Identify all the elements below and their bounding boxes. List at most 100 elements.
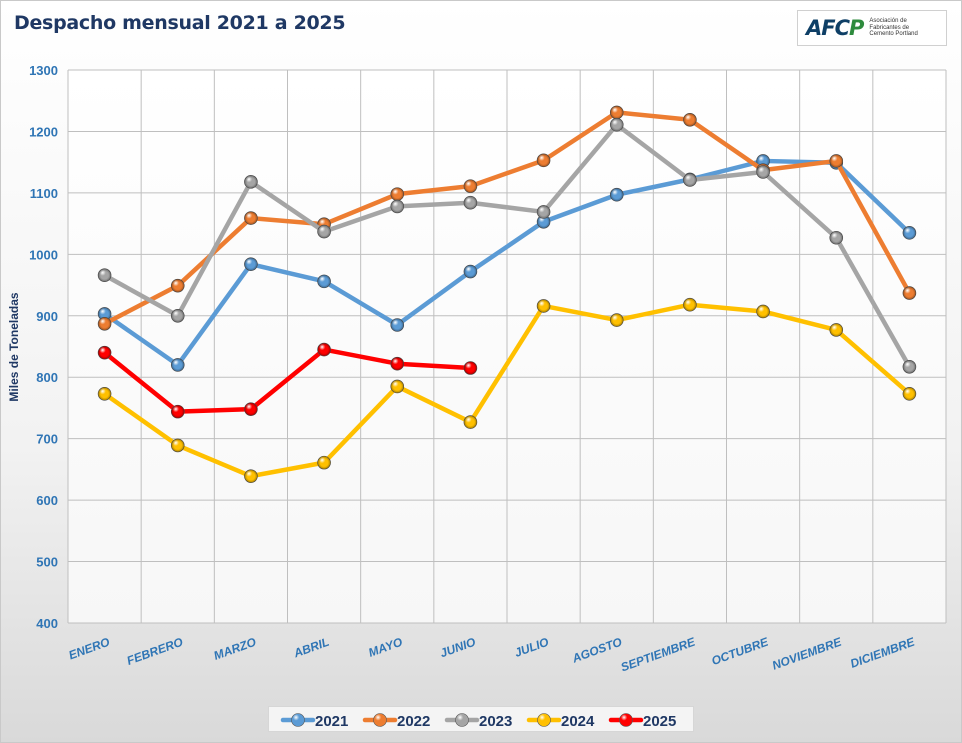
series-2023 (97, 117, 917, 374)
y-tick-label: 600 (36, 493, 58, 508)
x-tick-label: OCTUBRE (710, 634, 771, 668)
x-axis: ENERO FEBRERO MARZO ABRIL MAYO JUNIO JULIO AGOS… (67, 634, 918, 674)
data-point-shade (829, 231, 843, 245)
data-point-shade (390, 199, 404, 213)
data-point-shade (683, 113, 697, 127)
data-point-shade (683, 173, 697, 187)
data-point-shade (390, 318, 404, 332)
x-tick-label: JULIO (513, 634, 552, 659)
legend-label: 2023 (479, 713, 512, 730)
data-point-shade (390, 357, 404, 371)
data-point-shade (537, 299, 551, 313)
afcp-logo: AFCP Asociación de Fabricantes de Cement… (797, 10, 947, 46)
data-point-shade (683, 298, 697, 312)
data-point-shade (902, 360, 916, 374)
legend-label: 2022 (397, 713, 430, 730)
series-line-2025 (102, 347, 473, 414)
legend: 2021 2022 2023 2024 2025 (268, 706, 694, 732)
legend-item-2025: 2025 (608, 713, 676, 730)
y-tick-label: 1100 (30, 186, 58, 201)
x-tick-label: MAYO (366, 634, 404, 659)
data-point-shade (244, 257, 258, 271)
legend-label: 2021 (315, 713, 348, 730)
y-tick-label: 1000 (29, 247, 58, 262)
data-point-shade (98, 317, 112, 331)
data-point-shade (171, 438, 185, 452)
data-point-shade (537, 215, 551, 229)
data-point-shade (244, 211, 258, 225)
data-point-shade (98, 268, 112, 282)
chart-title: Despacho mensual 2021 a 2025 (14, 12, 346, 34)
y-axis-label: Miles de Toneladas (7, 292, 21, 401)
x-tick-label: JUNIO (438, 634, 478, 660)
data-point-shade (902, 387, 916, 401)
data-point-shade (171, 405, 185, 419)
data-point-shade (244, 469, 258, 483)
logo-mark: AFCP (806, 16, 864, 40)
x-tick-label: DICIEMBRE (848, 634, 917, 671)
data-point-shade (463, 179, 477, 193)
data-point-shade (902, 286, 916, 300)
x-tick-label: NOVIEMBRE (770, 634, 844, 672)
series-line-2022 (102, 110, 912, 327)
data-point-shade (463, 196, 477, 210)
data-point-shade (98, 387, 112, 401)
data-point-shade (98, 346, 112, 360)
legend-swatch-marker (291, 713, 305, 727)
data-point-shade (756, 304, 770, 318)
y-tick-label: 1200 (29, 124, 58, 139)
y-tick-label: 400 (36, 616, 58, 631)
y-tick-label: 900 (36, 309, 58, 324)
data-point-shade (317, 343, 331, 357)
logo-subtitle: Asociación de Fabricantes de Cemento Por… (869, 18, 918, 38)
legend-item-2021: 2021 (280, 713, 348, 730)
series-group (97, 105, 917, 483)
data-point-shade (756, 165, 770, 179)
legend-item-2022: 2022 (362, 713, 430, 730)
data-point-shade (537, 153, 551, 167)
data-point-shade (98, 307, 112, 321)
legend-swatch-marker (373, 713, 387, 727)
y-tick-label: 800 (36, 370, 58, 385)
y-tick-label: 700 (36, 432, 58, 447)
x-tick-label: FEBRERO (125, 634, 186, 667)
data-point-shade (390, 187, 404, 201)
x-tick-label: AGOSTO (569, 634, 624, 665)
x-tick-label: MARZO (212, 634, 259, 662)
data-point-shade (171, 358, 185, 372)
legend-item-2023: 2023 (444, 713, 512, 730)
data-point-shade (537, 205, 551, 219)
series-2024 (97, 297, 917, 483)
data-point-shade (463, 415, 477, 429)
data-point-shade (244, 175, 258, 189)
legend-label: 2024 (561, 713, 595, 730)
y-tick-label: 1300 (29, 63, 58, 78)
x-tick-label: ABRIL (291, 635, 331, 661)
data-point-shade (463, 361, 477, 375)
series-line-2023 (102, 122, 912, 370)
legend-item-2024: 2024 (526, 713, 595, 730)
legend-label: 2025 (643, 713, 676, 730)
data-point-shade (610, 313, 624, 327)
data-point-shade (610, 105, 624, 119)
series-2025 (97, 342, 478, 419)
data-point-shade (317, 456, 331, 470)
data-point-shade (171, 279, 185, 293)
data-point-shade (317, 274, 331, 288)
legend-swatch-marker (619, 713, 633, 727)
series-line-2021 (102, 158, 912, 368)
data-point-shade (317, 225, 331, 239)
data-point-shade (390, 379, 404, 393)
data-point-shade (463, 265, 477, 279)
data-point-shade (902, 226, 916, 240)
data-point-shade (244, 402, 258, 416)
data-point-shade (829, 154, 843, 168)
y-axis: 400 500 600 700 800 900 1000 1100 1200 1300 (29, 63, 58, 631)
series-line-2024 (102, 302, 912, 479)
x-tick-label: ENERO (67, 634, 113, 662)
data-point-shade (171, 309, 185, 323)
data-point-shade (610, 188, 624, 202)
data-point-shade (829, 323, 843, 337)
x-tick-label: SEPTIEMBRE (619, 634, 698, 674)
